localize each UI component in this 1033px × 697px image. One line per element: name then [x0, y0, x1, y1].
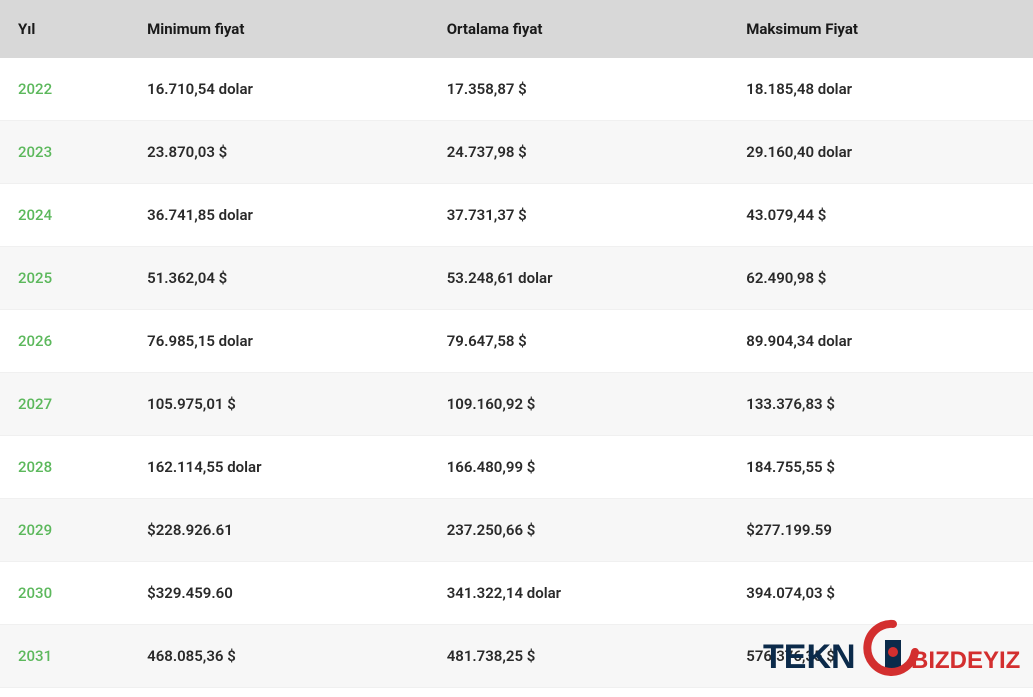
cell-max: 184.755,55 $	[728, 436, 1033, 499]
cell-min: 36.741,85 dolar	[129, 184, 429, 247]
cell-avg: 109.160,92 $	[429, 373, 729, 436]
col-year: Yıl	[0, 0, 129, 58]
cell-year: 2030	[0, 562, 129, 625]
cell-max: 29.160,40 dolar	[728, 121, 1033, 184]
cell-year: 2031	[0, 625, 129, 688]
cell-avg: 24.737,98 $	[429, 121, 729, 184]
cell-year: 2028	[0, 436, 129, 499]
price-table-container: Yıl Minimum fiyat Ortalama fiyat Maksimu…	[0, 0, 1033, 688]
cell-avg: 79.647,58 $	[429, 310, 729, 373]
cell-max: 576.376,35 $	[728, 625, 1033, 688]
cell-year: 2024	[0, 184, 129, 247]
cell-min: 16.710,54 dolar	[129, 58, 429, 121]
col-avg: Ortalama fiyat	[429, 0, 729, 58]
cell-avg: 237.250,66 $	[429, 499, 729, 562]
cell-max: $277.199.59	[728, 499, 1033, 562]
cell-avg: 17.358,87 $	[429, 58, 729, 121]
table-row: 2026 76.985,15 dolar 79.647,58 $ 89.904,…	[0, 310, 1033, 373]
cell-year: 2025	[0, 247, 129, 310]
cell-min: 51.362,04 $	[129, 247, 429, 310]
cell-min: 468.085,36 $	[129, 625, 429, 688]
cell-min: $329.459.60	[129, 562, 429, 625]
cell-min: 23.870,03 $	[129, 121, 429, 184]
price-table: Yıl Minimum fiyat Ortalama fiyat Maksimu…	[0, 0, 1033, 688]
table-row: 2022 16.710,54 dolar 17.358,87 $ 18.185,…	[0, 58, 1033, 121]
cell-max: 133.376,83 $	[728, 373, 1033, 436]
table-row: 2030 $329.459.60 341.322,14 dolar 394.07…	[0, 562, 1033, 625]
cell-min: 162.114,55 dolar	[129, 436, 429, 499]
cell-min: 76.985,15 dolar	[129, 310, 429, 373]
table-row: 2025 51.362,04 $ 53.248,61 dolar 62.490,…	[0, 247, 1033, 310]
table-row: 2023 23.870,03 $ 24.737,98 $ 29.160,40 d…	[0, 121, 1033, 184]
cell-min: $228.926.61	[129, 499, 429, 562]
table-row: 2027 105.975,01 $ 109.160,92 $ 133.376,8…	[0, 373, 1033, 436]
table-row: 2031 468.085,36 $ 481.738,25 $ 576.376,3…	[0, 625, 1033, 688]
cell-max: 394.074,03 $	[728, 562, 1033, 625]
cell-year: 2023	[0, 121, 129, 184]
table-row: 2029 $228.926.61 237.250,66 $ $277.199.5…	[0, 499, 1033, 562]
cell-avg: 166.480,99 $	[429, 436, 729, 499]
cell-avg: 37.731,37 $	[429, 184, 729, 247]
cell-max: 62.490,98 $	[728, 247, 1033, 310]
cell-max: 89.904,34 dolar	[728, 310, 1033, 373]
cell-year: 2027	[0, 373, 129, 436]
cell-max: 43.079,44 $	[728, 184, 1033, 247]
table-body: 2022 16.710,54 dolar 17.358,87 $ 18.185,…	[0, 58, 1033, 688]
cell-year: 2022	[0, 58, 129, 121]
table-header: Yıl Minimum fiyat Ortalama fiyat Maksimu…	[0, 0, 1033, 58]
cell-avg: 481.738,25 $	[429, 625, 729, 688]
col-max: Maksimum Fiyat	[728, 0, 1033, 58]
cell-year: 2029	[0, 499, 129, 562]
cell-year: 2026	[0, 310, 129, 373]
table-row: 2028 162.114,55 dolar 166.480,99 $ 184.7…	[0, 436, 1033, 499]
cell-avg: 53.248,61 dolar	[429, 247, 729, 310]
table-row: 2024 36.741,85 dolar 37.731,37 $ 43.079,…	[0, 184, 1033, 247]
header-row: Yıl Minimum fiyat Ortalama fiyat Maksimu…	[0, 0, 1033, 58]
cell-avg: 341.322,14 dolar	[429, 562, 729, 625]
cell-min: 105.975,01 $	[129, 373, 429, 436]
col-min: Minimum fiyat	[129, 0, 429, 58]
cell-max: 18.185,48 dolar	[728, 58, 1033, 121]
